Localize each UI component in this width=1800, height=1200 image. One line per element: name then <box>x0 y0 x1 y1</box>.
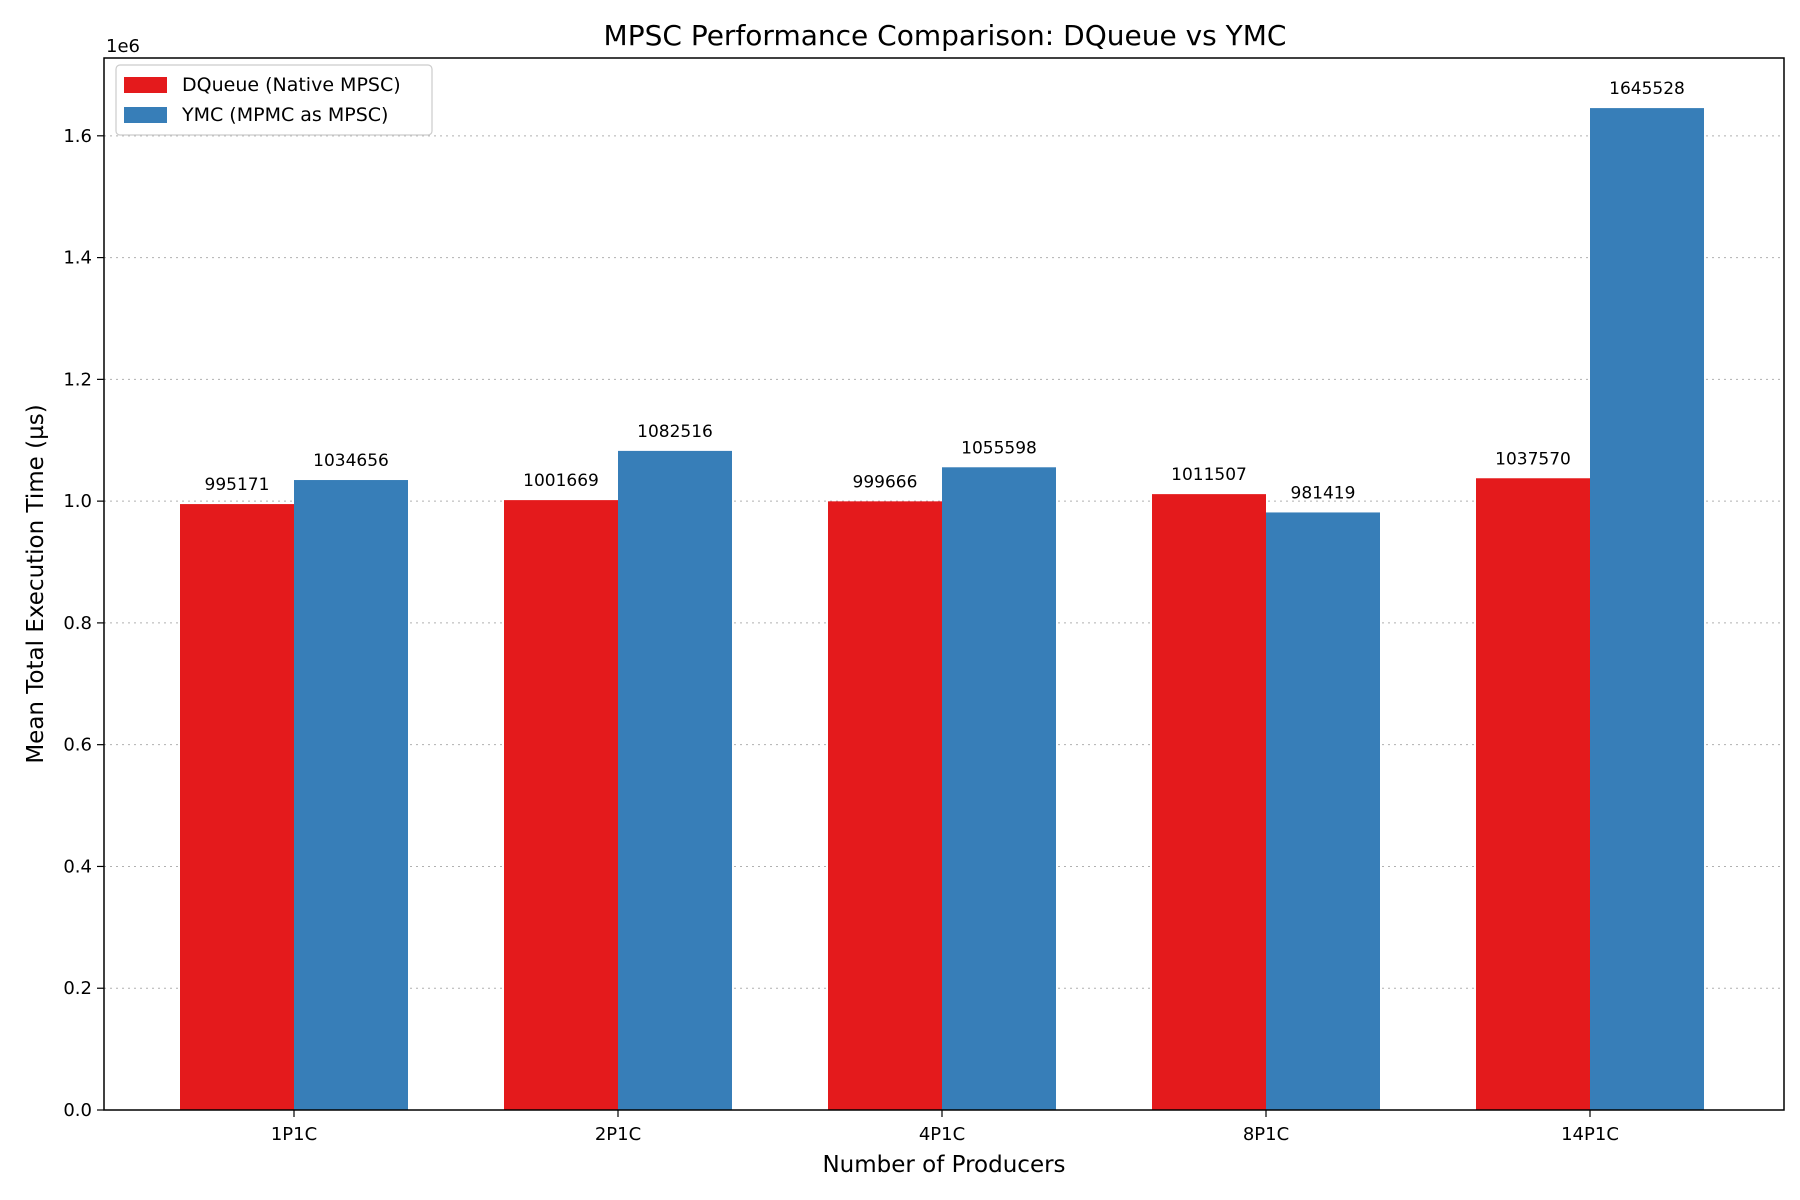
bars <box>180 108 1704 1111</box>
bar-ymc-mpmc-as-mpsc-1p1c <box>294 480 408 1110</box>
bar-ymc-mpmc-as-mpsc-2p1c <box>618 450 732 1110</box>
x-axis-title: Number of Producers <box>822 1152 1065 1178</box>
plot-frame <box>103 57 1785 1111</box>
data-label-ymc-mpmc-as-mpsc-14p1c: 1645528 <box>1609 79 1685 99</box>
y-axis-offset-label: 1e6 <box>106 36 140 57</box>
x-tick-label-1p1c: 1P1C <box>271 1124 317 1145</box>
y-tick-label: 0.2 <box>63 978 92 999</box>
y-tick-label: 0.0 <box>63 1100 92 1121</box>
bar-ymc-mpmc-as-mpsc-4p1c <box>942 467 1056 1110</box>
y-tick-label: 0.8 <box>63 613 92 634</box>
data-label-ymc-mpmc-as-mpsc-2p1c: 1082516 <box>637 422 713 442</box>
chart-title: MPSC Performance Comparison: DQueue vs Y… <box>604 19 1287 52</box>
legend-box <box>115 64 433 136</box>
bar-ymc-mpmc-as-mpsc-14p1c <box>1590 108 1704 1110</box>
data-labels: 995171 1034656 1001669 1082516 999666 1055598… <box>205 79 1685 503</box>
bar-dqueue-native-mpsc-4p1c <box>828 501 942 1110</box>
y-axis-ticks: 0.0 0.2 0.4 0.6 0.8 1.0 1.2 1.4 1.6 <box>63 126 104 1121</box>
y-tick-label: 1.4 <box>63 248 92 269</box>
y-tick-label: 1.6 <box>63 126 92 147</box>
data-label-ymc-mpmc-as-mpsc-8p1c: 981419 <box>1291 483 1356 503</box>
bar-dqueue-native-mpsc-2p1c <box>504 500 618 1111</box>
y-tick-label: 0.6 <box>63 735 92 756</box>
bar-dqueue-native-mpsc-14p1c <box>1476 478 1590 1110</box>
x-tick-label-8p1c: 8P1C <box>1243 1124 1289 1145</box>
x-tick-label-14p1c: 14P1C <box>1561 1124 1619 1145</box>
legend-label-ymc: YMC (MPMC as MPSC) <box>181 104 388 126</box>
x-axis-ticks: 1P1C 2P1C 4P1C 8P1C 14P1C <box>271 1110 1619 1145</box>
bar-dqueue-native-mpsc-8p1c <box>1152 494 1266 1110</box>
data-label-dqueue-native-mpsc-2p1c: 1001669 <box>523 471 599 491</box>
y-tick-label: 1.2 <box>63 369 92 390</box>
data-label-ymc-mpmc-as-mpsc-4p1c: 1055598 <box>961 438 1037 458</box>
y-tick-label: 1.0 <box>63 491 92 512</box>
y-axis-title: Mean Total Execution Time (µs) <box>23 404 49 763</box>
legend-swatch-dqueue <box>124 77 167 93</box>
bar-dqueue-native-mpsc-1p1c <box>180 504 294 1111</box>
data-label-dqueue-native-mpsc-1p1c: 995171 <box>205 475 270 495</box>
data-label-ymc-mpmc-as-mpsc-1p1c: 1034656 <box>313 451 389 471</box>
legend-swatch-ymc <box>124 107 167 123</box>
x-tick-label-2p1c: 2P1C <box>595 1124 641 1145</box>
legend-label-dqueue: DQueue (Native MPSC) <box>182 74 401 96</box>
y-tick-label: 0.4 <box>63 856 92 877</box>
data-label-dqueue-native-mpsc-8p1c: 1011507 <box>1171 465 1247 485</box>
data-label-dqueue-native-mpsc-4p1c: 999666 <box>853 472 918 492</box>
legend: DQueue (Native MPSC) YMC (MPMC as MPSC) <box>115 64 433 136</box>
bar-ymc-mpmc-as-mpsc-8p1c <box>1266 512 1380 1110</box>
data-label-dqueue-native-mpsc-14p1c: 1037570 <box>1495 449 1571 469</box>
x-tick-label-4p1c: 4P1C <box>919 1124 965 1145</box>
